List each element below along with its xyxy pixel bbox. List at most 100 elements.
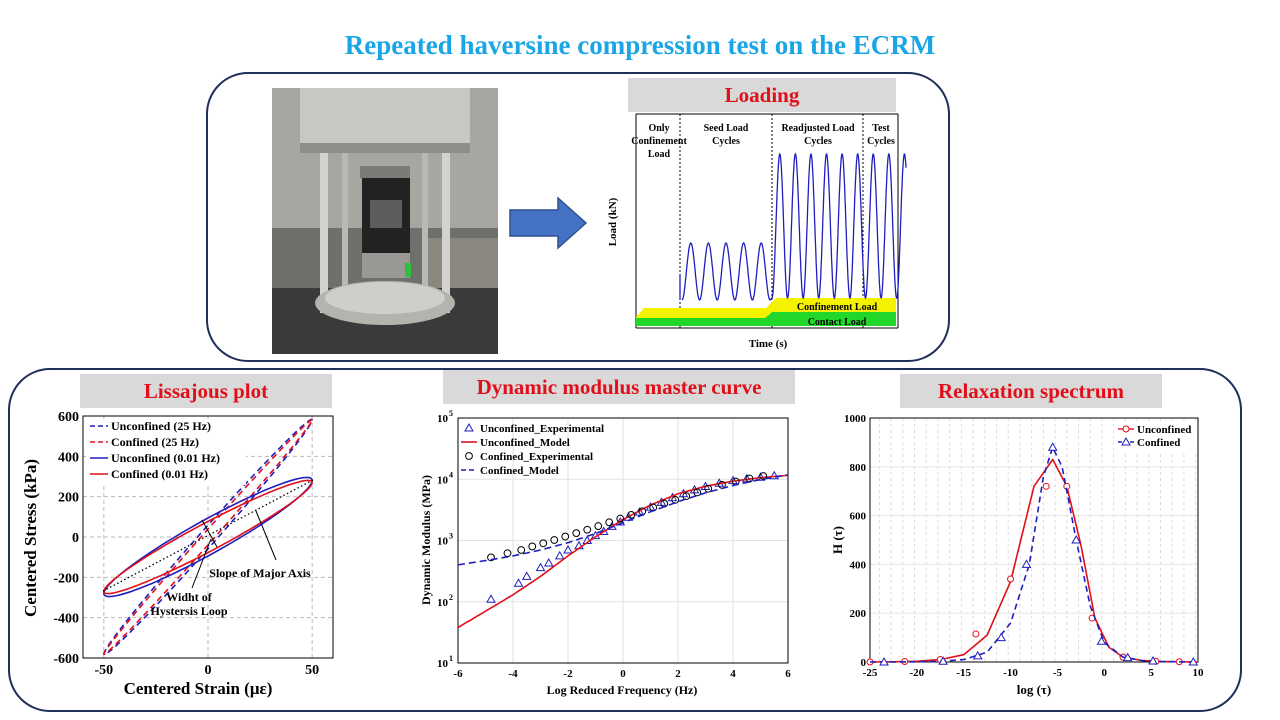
relaxation-grid bbox=[870, 417, 1198, 663]
mc-ytick-base: 10 bbox=[437, 536, 449, 548]
rs-curve bbox=[869, 458, 1199, 663]
rs-triangle-point bbox=[972, 650, 983, 660]
confinement-load-label: Confinement Load bbox=[797, 302, 878, 313]
mc-circle-point bbox=[682, 492, 691, 501]
relaxation-chart: -25 -20 -15 -10 -5 0 5 10 1000 800 600 400 200 0 Unco… bbox=[830, 413, 1204, 697]
legend-entry: Unconfined bbox=[1137, 424, 1191, 436]
mc-xtick: 6 bbox=[785, 668, 791, 680]
lis-ytick: -600 bbox=[53, 652, 79, 667]
mc-triangle-point bbox=[535, 562, 546, 572]
legend-marker bbox=[1122, 425, 1130, 433]
rs-triangle-point bbox=[996, 632, 1007, 642]
slope-annotation-line bbox=[255, 510, 277, 561]
phase-label-test: Test Cycles bbox=[867, 123, 895, 147]
legend-entry: Confined_Experimental bbox=[480, 451, 593, 463]
rs-triangle-point bbox=[1122, 652, 1133, 662]
master-x-label: Log Reduced Frequency (Hz) bbox=[547, 683, 698, 697]
relaxation-ticks: -25 -20 -15 -10 -5 0 5 10 1000 800 600 400 200 0 bbox=[844, 413, 1204, 679]
mc-triangle-point bbox=[486, 594, 496, 603]
lis-ytick: 0 bbox=[72, 531, 79, 546]
rs-ytick: 0 bbox=[861, 657, 867, 669]
width-line bbox=[201, 519, 218, 548]
mc-ytick-base: 10 bbox=[437, 658, 449, 670]
mc-triangle-point bbox=[755, 472, 766, 481]
rs-triangle-point bbox=[1021, 559, 1032, 568]
legend-marker bbox=[1121, 436, 1131, 446]
mc-ytick-exp: 2 bbox=[449, 593, 453, 602]
phase-only-l2: Confinement bbox=[631, 136, 687, 147]
master-curve-header: Dynamic modulus master curve bbox=[443, 370, 795, 404]
mc-circle-point bbox=[745, 474, 754, 483]
lissajous-series bbox=[102, 418, 313, 656]
rs-xtick: -25 bbox=[863, 667, 878, 679]
phase-label-seed: Seed Load Cycles bbox=[704, 123, 749, 147]
slope-annotation: Slope of Major Axis bbox=[209, 566, 311, 580]
mc-ytick-base: 10 bbox=[437, 413, 449, 425]
lissajous-grid bbox=[83, 415, 333, 659]
rs-triangle-point bbox=[1071, 534, 1082, 544]
master-series bbox=[457, 470, 789, 629]
mc-circle-point bbox=[704, 484, 713, 493]
mc-triangle-point bbox=[513, 578, 524, 587]
phase-label-only: Only Confinement Load bbox=[631, 123, 687, 160]
mc-circle-point bbox=[487, 553, 495, 562]
mc-circle-point bbox=[583, 525, 592, 534]
mc-triangle-point bbox=[563, 544, 573, 554]
legend-swatch bbox=[465, 452, 473, 460]
mc-triangle-point bbox=[769, 470, 780, 480]
rs-circle-point bbox=[1042, 482, 1050, 490]
rs-ytick: 600 bbox=[850, 511, 867, 523]
phase-label-readjusted: Readjusted Load Cycles bbox=[781, 123, 855, 147]
legend-entry: Unconfined (25 Hz) bbox=[111, 419, 211, 433]
rs-ytick: 200 bbox=[850, 608, 867, 620]
mc-circle-point bbox=[561, 532, 570, 541]
relaxation-y-label: H (τ) bbox=[830, 526, 845, 554]
legend-entry: Confined (25 Hz) bbox=[111, 435, 199, 449]
legend-entry: Unconfined_Model bbox=[480, 437, 570, 449]
mc-circle-point bbox=[627, 510, 636, 519]
mc-circle-point bbox=[539, 539, 548, 548]
lissajous-header: Lissajous plot bbox=[80, 374, 332, 408]
mc-xtick: -6 bbox=[453, 668, 463, 680]
mc-ytick-exp: 5 bbox=[449, 410, 453, 418]
legend-swatch bbox=[464, 422, 474, 432]
rs-triangle-point bbox=[1148, 656, 1158, 665]
contact-load-label: Contact Load bbox=[808, 317, 867, 328]
lissajous-x-label: Centered Strain (με) bbox=[124, 679, 273, 698]
mc-xtick: 0 bbox=[620, 668, 626, 680]
rs-xtick: -10 bbox=[1003, 667, 1018, 679]
mc-circle-point bbox=[572, 529, 581, 538]
rs-xtick: -15 bbox=[956, 667, 971, 679]
rs-circle-point bbox=[972, 630, 980, 638]
mc-circle-point bbox=[759, 472, 768, 480]
legend-box bbox=[86, 419, 246, 485]
mc-xtick: -4 bbox=[508, 668, 518, 680]
rs-circle-point bbox=[1007, 575, 1015, 583]
mc-triangle-point bbox=[554, 550, 565, 560]
legend-entry: Unconfined_Experimental bbox=[480, 423, 604, 435]
lissajous-legend: Unconfined (25 Hz) Confined (25 Hz) Unconf… bbox=[86, 419, 246, 485]
legend-entry: Confined bbox=[1137, 437, 1180, 449]
rs-xtick: 10 bbox=[1193, 667, 1205, 679]
lis-xtick: -50 bbox=[94, 663, 113, 678]
mc-ytick-exp: 3 bbox=[449, 532, 453, 541]
loading-chart: Only Confinement Load Seed Load Cycles Read… bbox=[607, 113, 907, 350]
ecrm-apparatus-photo bbox=[272, 88, 498, 354]
lissajous-ticks: -50 0 50 600 400 200 0 -200 -400 -600 bbox=[53, 410, 319, 678]
mc-ytick-exp: 4 bbox=[449, 470, 453, 479]
legend-entry: Confined (0.01 Hz) bbox=[111, 467, 208, 481]
rs-triangle-point bbox=[879, 656, 889, 666]
rs-xtick: 5 bbox=[1148, 667, 1154, 679]
lis-ytick: 600 bbox=[58, 410, 79, 425]
mc-triangle-point bbox=[543, 557, 554, 567]
rs-xtick: -20 bbox=[910, 667, 925, 679]
rs-triangle-point bbox=[1047, 442, 1058, 451]
flow-arrow-icon bbox=[509, 196, 588, 250]
mc-circle-point bbox=[550, 536, 559, 544]
legend-entry: Unconfined (0.01 Hz) bbox=[111, 451, 220, 465]
width-annotation-l2: Hystersis Loop bbox=[150, 604, 227, 618]
mc-circle-point bbox=[517, 546, 526, 554]
phase-only-l3: Load bbox=[648, 149, 671, 160]
mc-circle-point bbox=[503, 549, 512, 558]
